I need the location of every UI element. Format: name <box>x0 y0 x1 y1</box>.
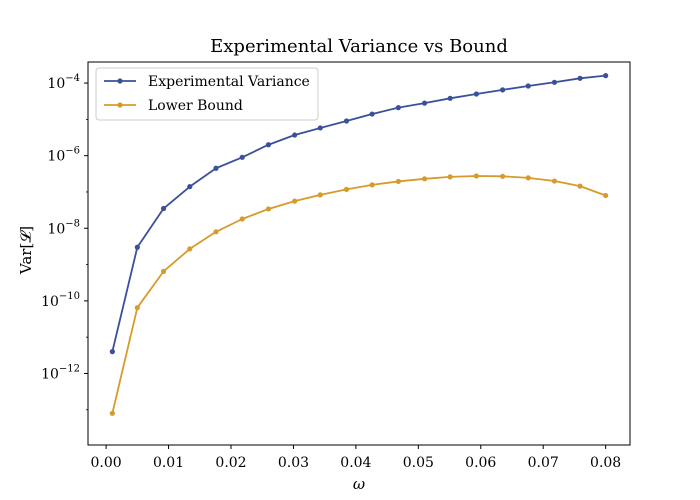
series-0-point <box>551 79 558 85</box>
x-tick-label: 0.06 <box>465 455 496 471</box>
series-line-1 <box>111 175 606 414</box>
x-tick-label: 0.01 <box>153 455 184 471</box>
series-0-point <box>187 184 193 190</box>
series-1-point <box>160 268 167 274</box>
series-1-point <box>239 216 245 222</box>
series-0-point <box>395 105 401 111</box>
series-1-point <box>473 173 479 179</box>
series-1-point <box>603 192 609 199</box>
axes-frame <box>87 61 631 446</box>
series-0-point <box>239 154 245 160</box>
series-0-point <box>473 91 479 97</box>
x-tick-label: 0.04 <box>340 455 371 471</box>
legend-marker-1 <box>117 102 123 108</box>
series-1-point <box>500 173 506 179</box>
plot-area: 0.00 0.01 0.02 0.03 0.04 0.05 0.06 0.07 0.0810−1… <box>41 61 631 471</box>
x-tick-label: 0.00 <box>91 455 122 471</box>
series-1-point <box>577 183 583 189</box>
x-tick-label: 0.07 <box>528 455 559 471</box>
series-1-point <box>292 198 298 204</box>
series-1-point <box>447 174 453 180</box>
x-tick-label: 0.03 <box>278 455 309 471</box>
series-0-point <box>343 118 350 124</box>
series-0-point <box>421 100 428 106</box>
legend-label-1: Lower Bound <box>148 98 243 114</box>
x-tick-label: 0.08 <box>590 455 621 471</box>
x-tick-label: 0.05 <box>403 455 434 471</box>
series-1-point <box>109 410 115 416</box>
series-1-point <box>421 176 428 182</box>
series-1-point <box>343 186 350 192</box>
legend: Experimental Variance Lower Bound <box>95 67 319 121</box>
series-0-point <box>603 73 609 79</box>
x-tick-label: 0.02 <box>215 455 246 471</box>
series-1-point <box>187 246 193 252</box>
chart-title: Experimental Variance vs Bound <box>210 36 508 57</box>
series-1-point <box>265 206 272 212</box>
series-1-point <box>395 178 401 185</box>
series-0-point <box>525 83 531 89</box>
series-1-point <box>551 178 558 184</box>
x-axis-label: ω <box>353 475 365 493</box>
series-1-point <box>213 229 219 235</box>
series-0-point <box>265 142 272 148</box>
series-0-point <box>292 132 298 138</box>
series-0-point <box>577 75 583 81</box>
series-0-point <box>500 87 506 93</box>
series-0-point <box>109 349 115 355</box>
series-0-point <box>134 244 140 250</box>
y-axis-label: Var[𝓛] <box>17 226 35 275</box>
series-0-point <box>447 95 453 101</box>
series-0-point <box>213 165 219 171</box>
series-1-point <box>525 175 531 181</box>
series-1-point <box>317 192 323 198</box>
legend-box <box>95 67 319 121</box>
legend-label-0: Experimental Variance <box>148 74 310 90</box>
series-1-point <box>369 182 375 188</box>
series-line-0 <box>111 74 606 352</box>
series-0-point <box>369 111 375 117</box>
series-1-point <box>134 305 140 311</box>
series-0-point <box>317 125 323 131</box>
legend-marker-0 <box>117 78 123 84</box>
series-0-point <box>160 205 167 212</box>
